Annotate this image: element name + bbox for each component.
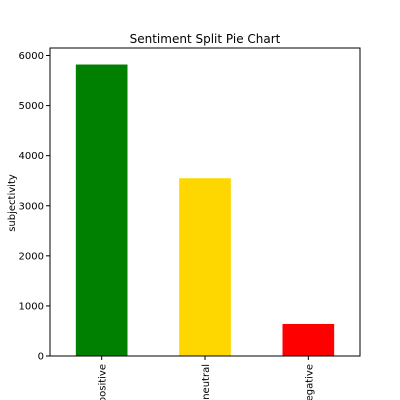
y-tick-label: 3000 bbox=[19, 201, 44, 212]
bar-egative bbox=[282, 323, 335, 356]
y-axis-ticks: 0 1000 2000 3000 4000 5000 6000 bbox=[19, 51, 50, 363]
bar-neutral bbox=[179, 178, 231, 356]
y-tick-label: 2000 bbox=[19, 251, 44, 262]
plot-frame bbox=[49, 47, 361, 357]
x-axis-ticks: positive neutral egative bbox=[98, 356, 315, 400]
y-tick-label: 0 bbox=[38, 352, 44, 363]
y-tick-label: 6000 bbox=[19, 51, 44, 62]
y-tick-label: 1000 bbox=[19, 301, 44, 312]
bar-positive bbox=[75, 64, 128, 357]
y-axis-label: subjectivity bbox=[7, 174, 18, 232]
x-tick-label: egative bbox=[304, 364, 315, 400]
x-tick-label: positive bbox=[98, 364, 109, 400]
y-tick-label: 4000 bbox=[19, 151, 44, 162]
y-tick-label: 5000 bbox=[19, 101, 44, 112]
x-tick-label: neutral bbox=[201, 364, 212, 400]
chart-title: Sentiment Split Pie Chart bbox=[130, 32, 281, 46]
bars-group bbox=[75, 64, 335, 357]
